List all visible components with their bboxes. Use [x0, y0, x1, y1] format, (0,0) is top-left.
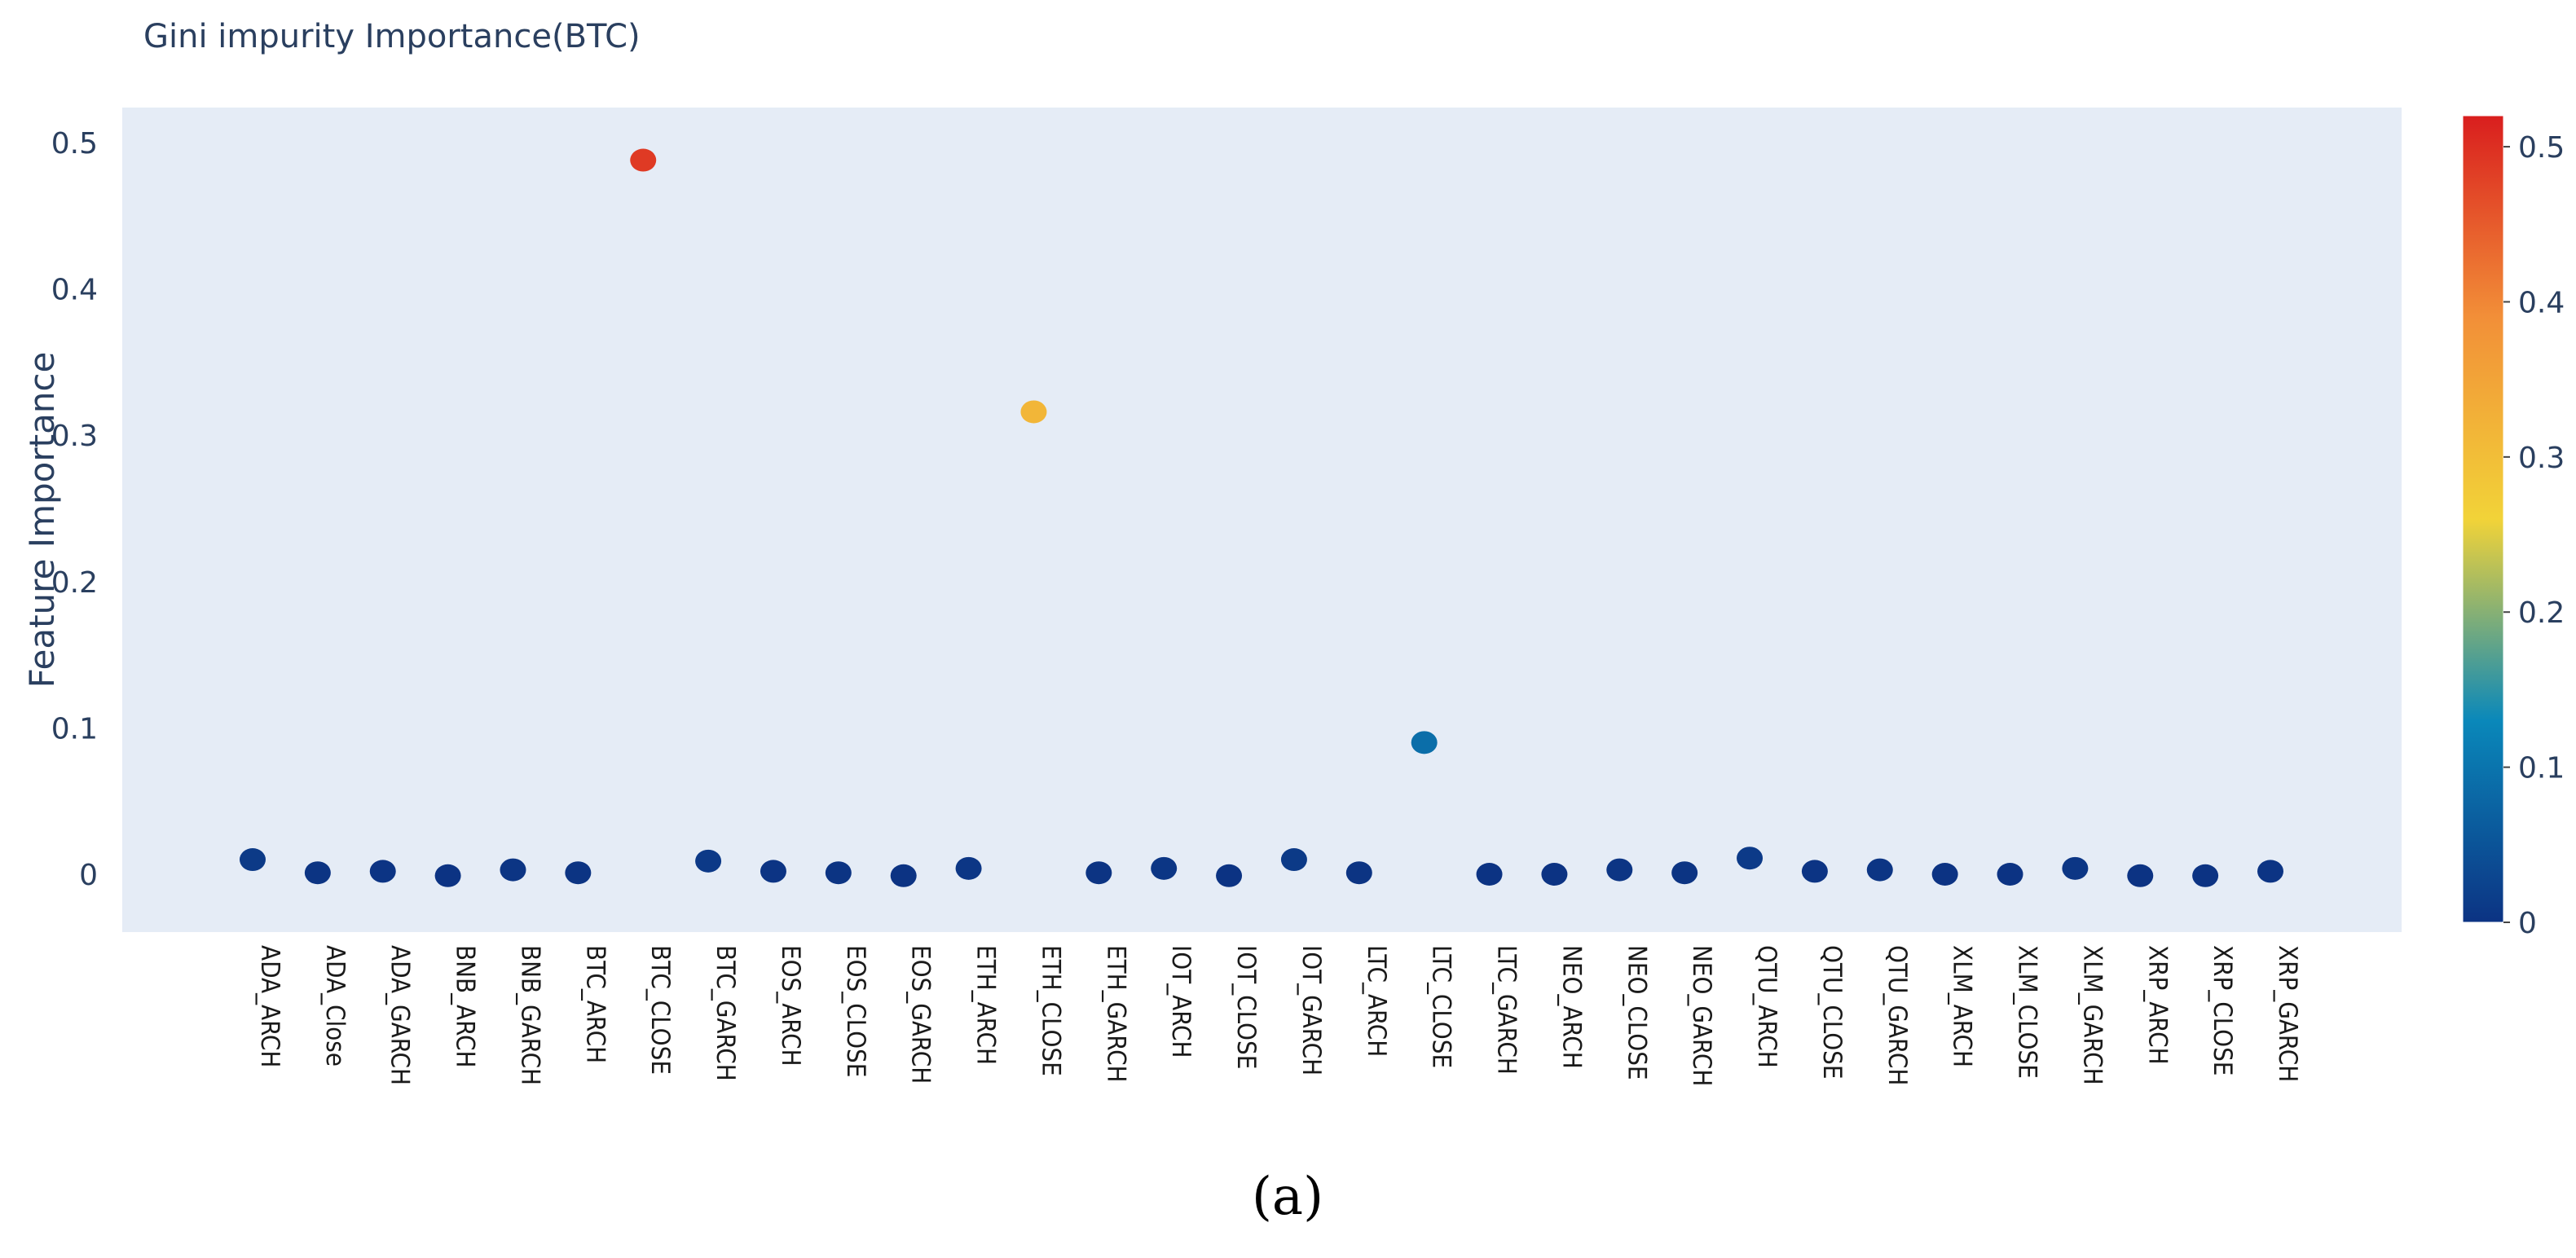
data-points [240, 148, 2283, 887]
chart-title: Gini impurity Importance(BTC) [143, 18, 641, 55]
colorbar-tick-label: 0 [2518, 907, 2537, 940]
x-tick-label: EOS_CLOSE [841, 945, 870, 1077]
data-point-xlm_close[interactable] [1997, 863, 2023, 886]
data-point-qtu_close[interactable] [1801, 860, 1828, 883]
x-tick-label: LTC_GARCH [1492, 945, 1521, 1075]
x-tick-label: XRP_GARCH [2273, 945, 2302, 1082]
data-point-ada_close[interactable] [304, 861, 331, 885]
data-point-ltc_garch[interactable] [1476, 863, 1503, 886]
x-tick-label: XLM_GARCH [2077, 945, 2107, 1085]
x-tick-label: BTC_GARCH [711, 945, 740, 1081]
data-point-eth_arch[interactable] [955, 856, 982, 880]
x-tick-label: ADA_GARCH [385, 945, 415, 1085]
x-tick-label: LTC_ARCH [1362, 945, 1391, 1057]
x-tick-label: XLM_CLOSE [2013, 945, 2042, 1079]
x-tick-label: BTC_ARCH [580, 945, 610, 1063]
data-point-qtu_arch[interactable] [1737, 847, 1764, 870]
colorbar-tick-label: 0.4 [2518, 286, 2565, 319]
x-tick-label: ETH_GARCH [1101, 945, 1130, 1083]
colorbar-tick-label: 0.2 [2518, 596, 2565, 630]
x-tick-label: XRP_ARCH [2142, 945, 2172, 1065]
x-tick-label: IOT_CLOSE [1231, 945, 1261, 1069]
data-point-eth_garch[interactable] [1085, 861, 1112, 885]
data-point-eos_garch[interactable] [890, 864, 917, 887]
x-tick-label: QTU_CLOSE [1817, 945, 1847, 1080]
x-tick-label: QTU_GARCH [1882, 945, 1912, 1085]
data-point-btc_arch[interactable] [565, 861, 592, 885]
y-axis: 0 0.1 0.2 0.3 0.4 0.5 [51, 127, 98, 892]
x-tick-label: BTC_CLOSE [645, 945, 675, 1075]
x-tick-label: NEO_GARCH [1687, 945, 1716, 1086]
x-tick-label: ADA_Close [320, 945, 350, 1067]
data-point-eos_arch[interactable] [760, 860, 786, 883]
y-tick-label: 0.5 [51, 127, 98, 161]
data-point-iot_close[interactable] [1216, 864, 1243, 887]
x-tick-label: EOS_GARCH [906, 945, 936, 1084]
x-tick-label: NEO_ARCH [1557, 945, 1586, 1069]
data-point-neo_garch[interactable] [1671, 861, 1698, 885]
colorbar-tick-label: 0.5 [2518, 131, 2565, 165]
colorbar-tick-label: 0.3 [2518, 442, 2565, 475]
y-tick-label: 0 [79, 859, 98, 892]
x-tick-label: BNB_ARCH [451, 945, 480, 1067]
x-tick-label: NEO_CLOSE [1622, 945, 1651, 1080]
data-point-bnb_arch[interactable] [434, 864, 461, 887]
x-tick-label: ETH_ARCH [971, 945, 1001, 1065]
x-tick-label: XRP_CLOSE [2208, 945, 2237, 1075]
data-point-ada_garch[interactable] [369, 860, 396, 883]
y-tick-label: 0.1 [51, 712, 98, 746]
x-tick-label: ETH_CLOSE [1036, 945, 1065, 1076]
data-point-iot_arch[interactable] [1151, 856, 1178, 880]
colorbar-tick-label: 0.1 [2518, 752, 2565, 785]
figure-caption: (a) [1252, 1167, 1323, 1227]
data-point-xrp_close[interactable] [2192, 864, 2219, 887]
data-point-iot_garch[interactable] [1280, 848, 1307, 872]
data-point-btc_garch[interactable] [695, 849, 722, 873]
data-point-neo_close[interactable] [1606, 858, 1633, 882]
data-point-xlm_arch[interactable] [1931, 863, 1958, 886]
data-point-xrp_garch[interactable] [2257, 860, 2283, 883]
x-axis: ADA_ARCH ADA_Close ADA_GARCH BNB_ARCH BNB_GA… [255, 945, 2302, 1086]
data-point-xlm_garch[interactable] [2062, 856, 2089, 880]
y-tick-label: 0.4 [51, 274, 98, 307]
x-tick-label: EOS_ARCH [776, 945, 805, 1067]
x-tick-label: ADA_ARCH [255, 945, 284, 1067]
data-point-btc_close[interactable] [630, 148, 657, 172]
data-point-xrp_arch[interactable] [2127, 864, 2154, 887]
data-point-qtu_garch[interactable] [1866, 858, 1893, 882]
y-tick-label: 0.3 [51, 420, 98, 453]
x-tick-label: XLM_ARCH [1948, 945, 1977, 1067]
data-point-neo_arch[interactable] [1541, 863, 1568, 886]
colorbar [2462, 115, 2504, 923]
y-axis-title: Feature Importance [22, 352, 62, 688]
x-tick-label: BNB_GARCH [515, 945, 544, 1085]
data-point-ltc_close[interactable] [1411, 731, 1438, 754]
data-point-eos_close[interactable] [825, 861, 852, 885]
data-point-bnb_garch[interactable] [500, 858, 526, 882]
colorbar-axis: 0 0.1 0.2 0.3 0.4 0.5 [2503, 131, 2565, 940]
x-tick-label: IOT_ARCH [1166, 945, 1196, 1058]
data-point-ada_arch[interactable] [240, 848, 266, 872]
x-tick-label: IOT_GARCH [1297, 945, 1326, 1075]
data-point-eth_close[interactable] [1020, 400, 1047, 424]
plot-area [122, 108, 2402, 932]
x-tick-label: LTC_CLOSE [1427, 945, 1456, 1068]
y-tick-label: 0.2 [51, 566, 98, 600]
data-point-ltc_arch[interactable] [1345, 861, 1372, 885]
x-tick-label: QTU_ARCH [1752, 945, 1781, 1068]
